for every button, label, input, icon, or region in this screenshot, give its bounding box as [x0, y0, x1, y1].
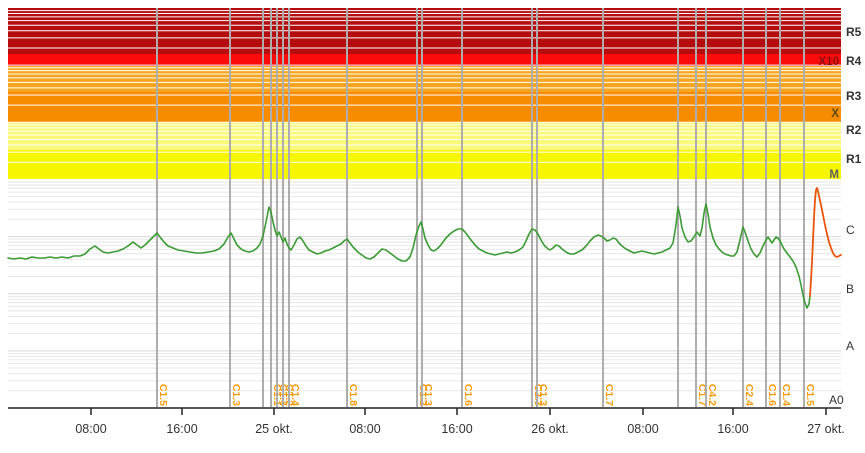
- flare-label: C1.6: [462, 384, 474, 406]
- y-label-r4: R4: [846, 54, 862, 68]
- flare-label: C1.6: [766, 384, 778, 406]
- threshold-label-x10: X10: [819, 56, 839, 68]
- x-tick-label: 08:00: [75, 422, 106, 436]
- x-tick-label: 26 okt.: [531, 422, 569, 436]
- flare-label: C1.7: [603, 384, 615, 406]
- x-tick-label: 27 okt.: [807, 422, 845, 436]
- flare-label: C1.8: [347, 384, 359, 406]
- y-label-a0: A0: [829, 393, 844, 407]
- y-label-a: A: [846, 339, 854, 353]
- flux-band-R1: [8, 150, 841, 180]
- flare-label: C1.5: [804, 384, 816, 406]
- y-label-b: B: [846, 282, 854, 296]
- y-label-c: C: [846, 223, 855, 237]
- flare-label: C1.3: [422, 384, 434, 406]
- y-label-r5: R5: [846, 25, 862, 39]
- flare-label: C4.2: [706, 384, 718, 406]
- x-tick-label: 25 okt.: [255, 422, 293, 436]
- flare-label: C1.4: [780, 384, 792, 406]
- x-tick-label: 08:00: [349, 422, 380, 436]
- x-tick-label: 16:00: [717, 422, 748, 436]
- threshold-label-x: X: [831, 108, 839, 120]
- x-tick-label: 16:00: [441, 422, 472, 436]
- flare-label: C1.5: [157, 384, 169, 406]
- flare-label: C2.4: [743, 384, 755, 406]
- x-tick-label: 16:00: [166, 422, 197, 436]
- curve-xray-flux: [7, 203, 811, 309]
- y-label-r3: R3: [846, 89, 862, 103]
- flux-band-R2: [8, 122, 841, 150]
- x-tick-label: 08:00: [627, 422, 658, 436]
- flux-band-R3-lower: [8, 92, 841, 122]
- flare-label: C1.3: [537, 384, 549, 406]
- y-label-r1: R1: [846, 152, 862, 166]
- flare-label: C1.3: [230, 384, 242, 406]
- y-label-r2: R2: [846, 123, 862, 137]
- flare-label: C1.4: [289, 384, 301, 406]
- flux-band-R4: [8, 54, 841, 66]
- curve-xray-flux-flare: [809, 187, 842, 297]
- threshold-label-m: M: [829, 169, 839, 181]
